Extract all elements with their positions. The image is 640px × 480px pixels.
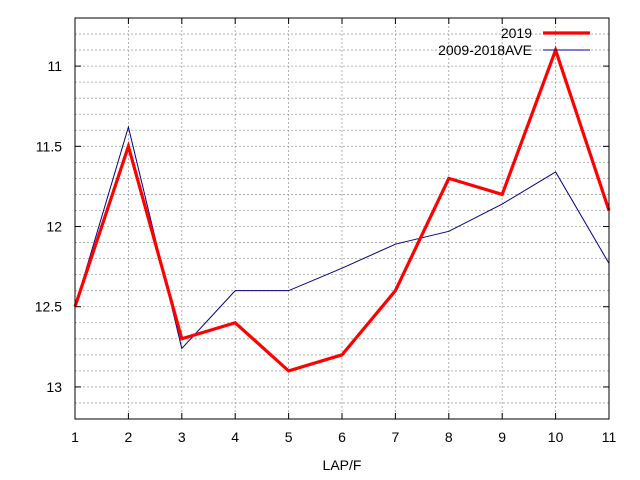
y-tick-label: 12 bbox=[46, 219, 62, 235]
x-tick-label: 10 bbox=[548, 429, 564, 445]
series-line-2019 bbox=[73, 45, 611, 373]
x-tick-label: 11 bbox=[602, 429, 617, 445]
x-tick-label: 4 bbox=[231, 429, 239, 445]
legend-label: 2009-2018AVE bbox=[438, 42, 532, 58]
y-tick-label: 12.5 bbox=[35, 299, 62, 315]
y-tick-label: 13 bbox=[46, 379, 62, 395]
x-tick-label: 6 bbox=[338, 429, 346, 445]
series-lines bbox=[73, 45, 611, 373]
y-tick-label: 11 bbox=[47, 58, 62, 74]
x-axis-title: LAP/F bbox=[323, 457, 362, 473]
x-tick-label: 1 bbox=[71, 429, 79, 445]
x-tick-label: 7 bbox=[392, 429, 400, 445]
x-tick-label: 5 bbox=[285, 429, 293, 445]
x-tick-label: 2 bbox=[125, 429, 133, 445]
legend-label: 2019 bbox=[501, 25, 532, 41]
x-tick-label: 9 bbox=[498, 429, 506, 445]
x-tick-label: 8 bbox=[445, 429, 453, 445]
y-tick-label: 11.5 bbox=[36, 138, 62, 154]
x-tick-label: 3 bbox=[178, 429, 186, 445]
